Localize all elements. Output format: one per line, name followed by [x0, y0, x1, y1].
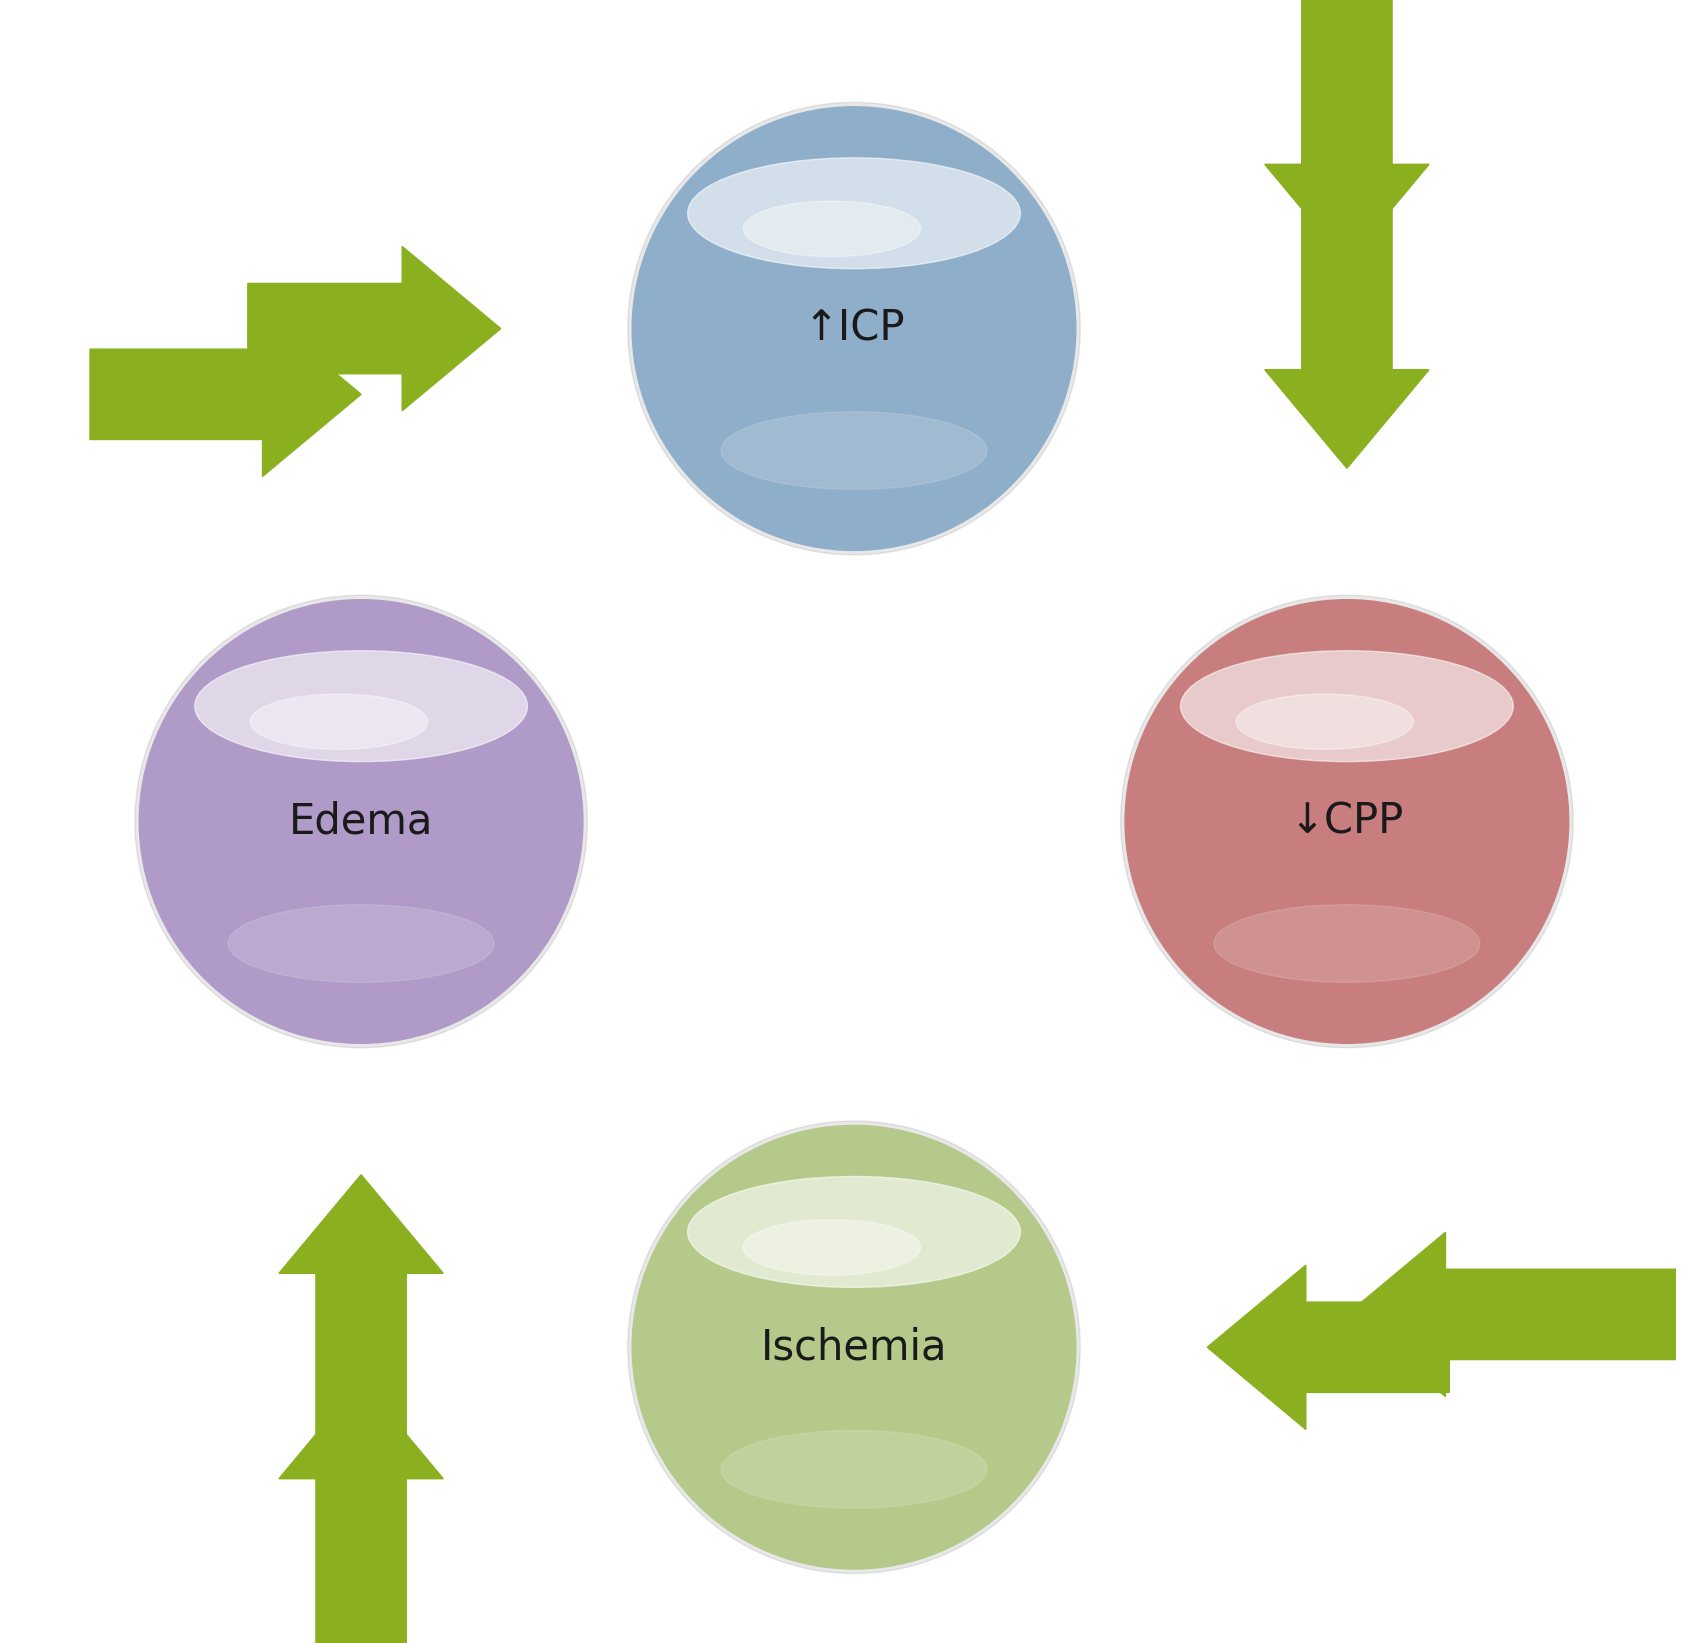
Text: ↑ICP: ↑ICP — [802, 307, 905, 350]
Polygon shape — [278, 1380, 444, 1643]
Ellipse shape — [195, 651, 527, 762]
Polygon shape — [1193, 1257, 1461, 1438]
Circle shape — [632, 107, 1075, 550]
Ellipse shape — [688, 1176, 1019, 1288]
Circle shape — [1125, 600, 1567, 1043]
Polygon shape — [1255, 148, 1437, 483]
Polygon shape — [270, 1364, 452, 1643]
Circle shape — [135, 595, 587, 1048]
Ellipse shape — [1236, 693, 1413, 749]
Ellipse shape — [720, 1431, 987, 1508]
Circle shape — [1120, 595, 1572, 1048]
Circle shape — [140, 600, 582, 1043]
Ellipse shape — [688, 158, 1019, 269]
Circle shape — [628, 1121, 1079, 1574]
Polygon shape — [270, 1160, 452, 1495]
Text: Ischemia: Ischemia — [760, 1326, 947, 1369]
Polygon shape — [1347, 1232, 1683, 1397]
Ellipse shape — [720, 412, 987, 490]
Polygon shape — [1255, 0, 1437, 279]
Polygon shape — [90, 312, 360, 476]
Ellipse shape — [249, 693, 427, 749]
Polygon shape — [1330, 1224, 1702, 1405]
Circle shape — [632, 1125, 1075, 1569]
Polygon shape — [1207, 1265, 1449, 1429]
Ellipse shape — [1180, 651, 1512, 762]
Text: Edema: Edema — [288, 800, 434, 843]
Ellipse shape — [743, 200, 920, 256]
Polygon shape — [1263, 164, 1429, 468]
Ellipse shape — [743, 1219, 920, 1275]
Polygon shape — [1263, 0, 1429, 263]
Circle shape — [628, 102, 1079, 555]
Polygon shape — [236, 238, 514, 419]
Polygon shape — [75, 304, 376, 485]
Polygon shape — [278, 1175, 444, 1479]
Text: ↓CPP: ↓CPP — [1289, 800, 1403, 843]
Ellipse shape — [227, 905, 493, 983]
Polygon shape — [248, 246, 500, 411]
Ellipse shape — [1214, 905, 1480, 983]
